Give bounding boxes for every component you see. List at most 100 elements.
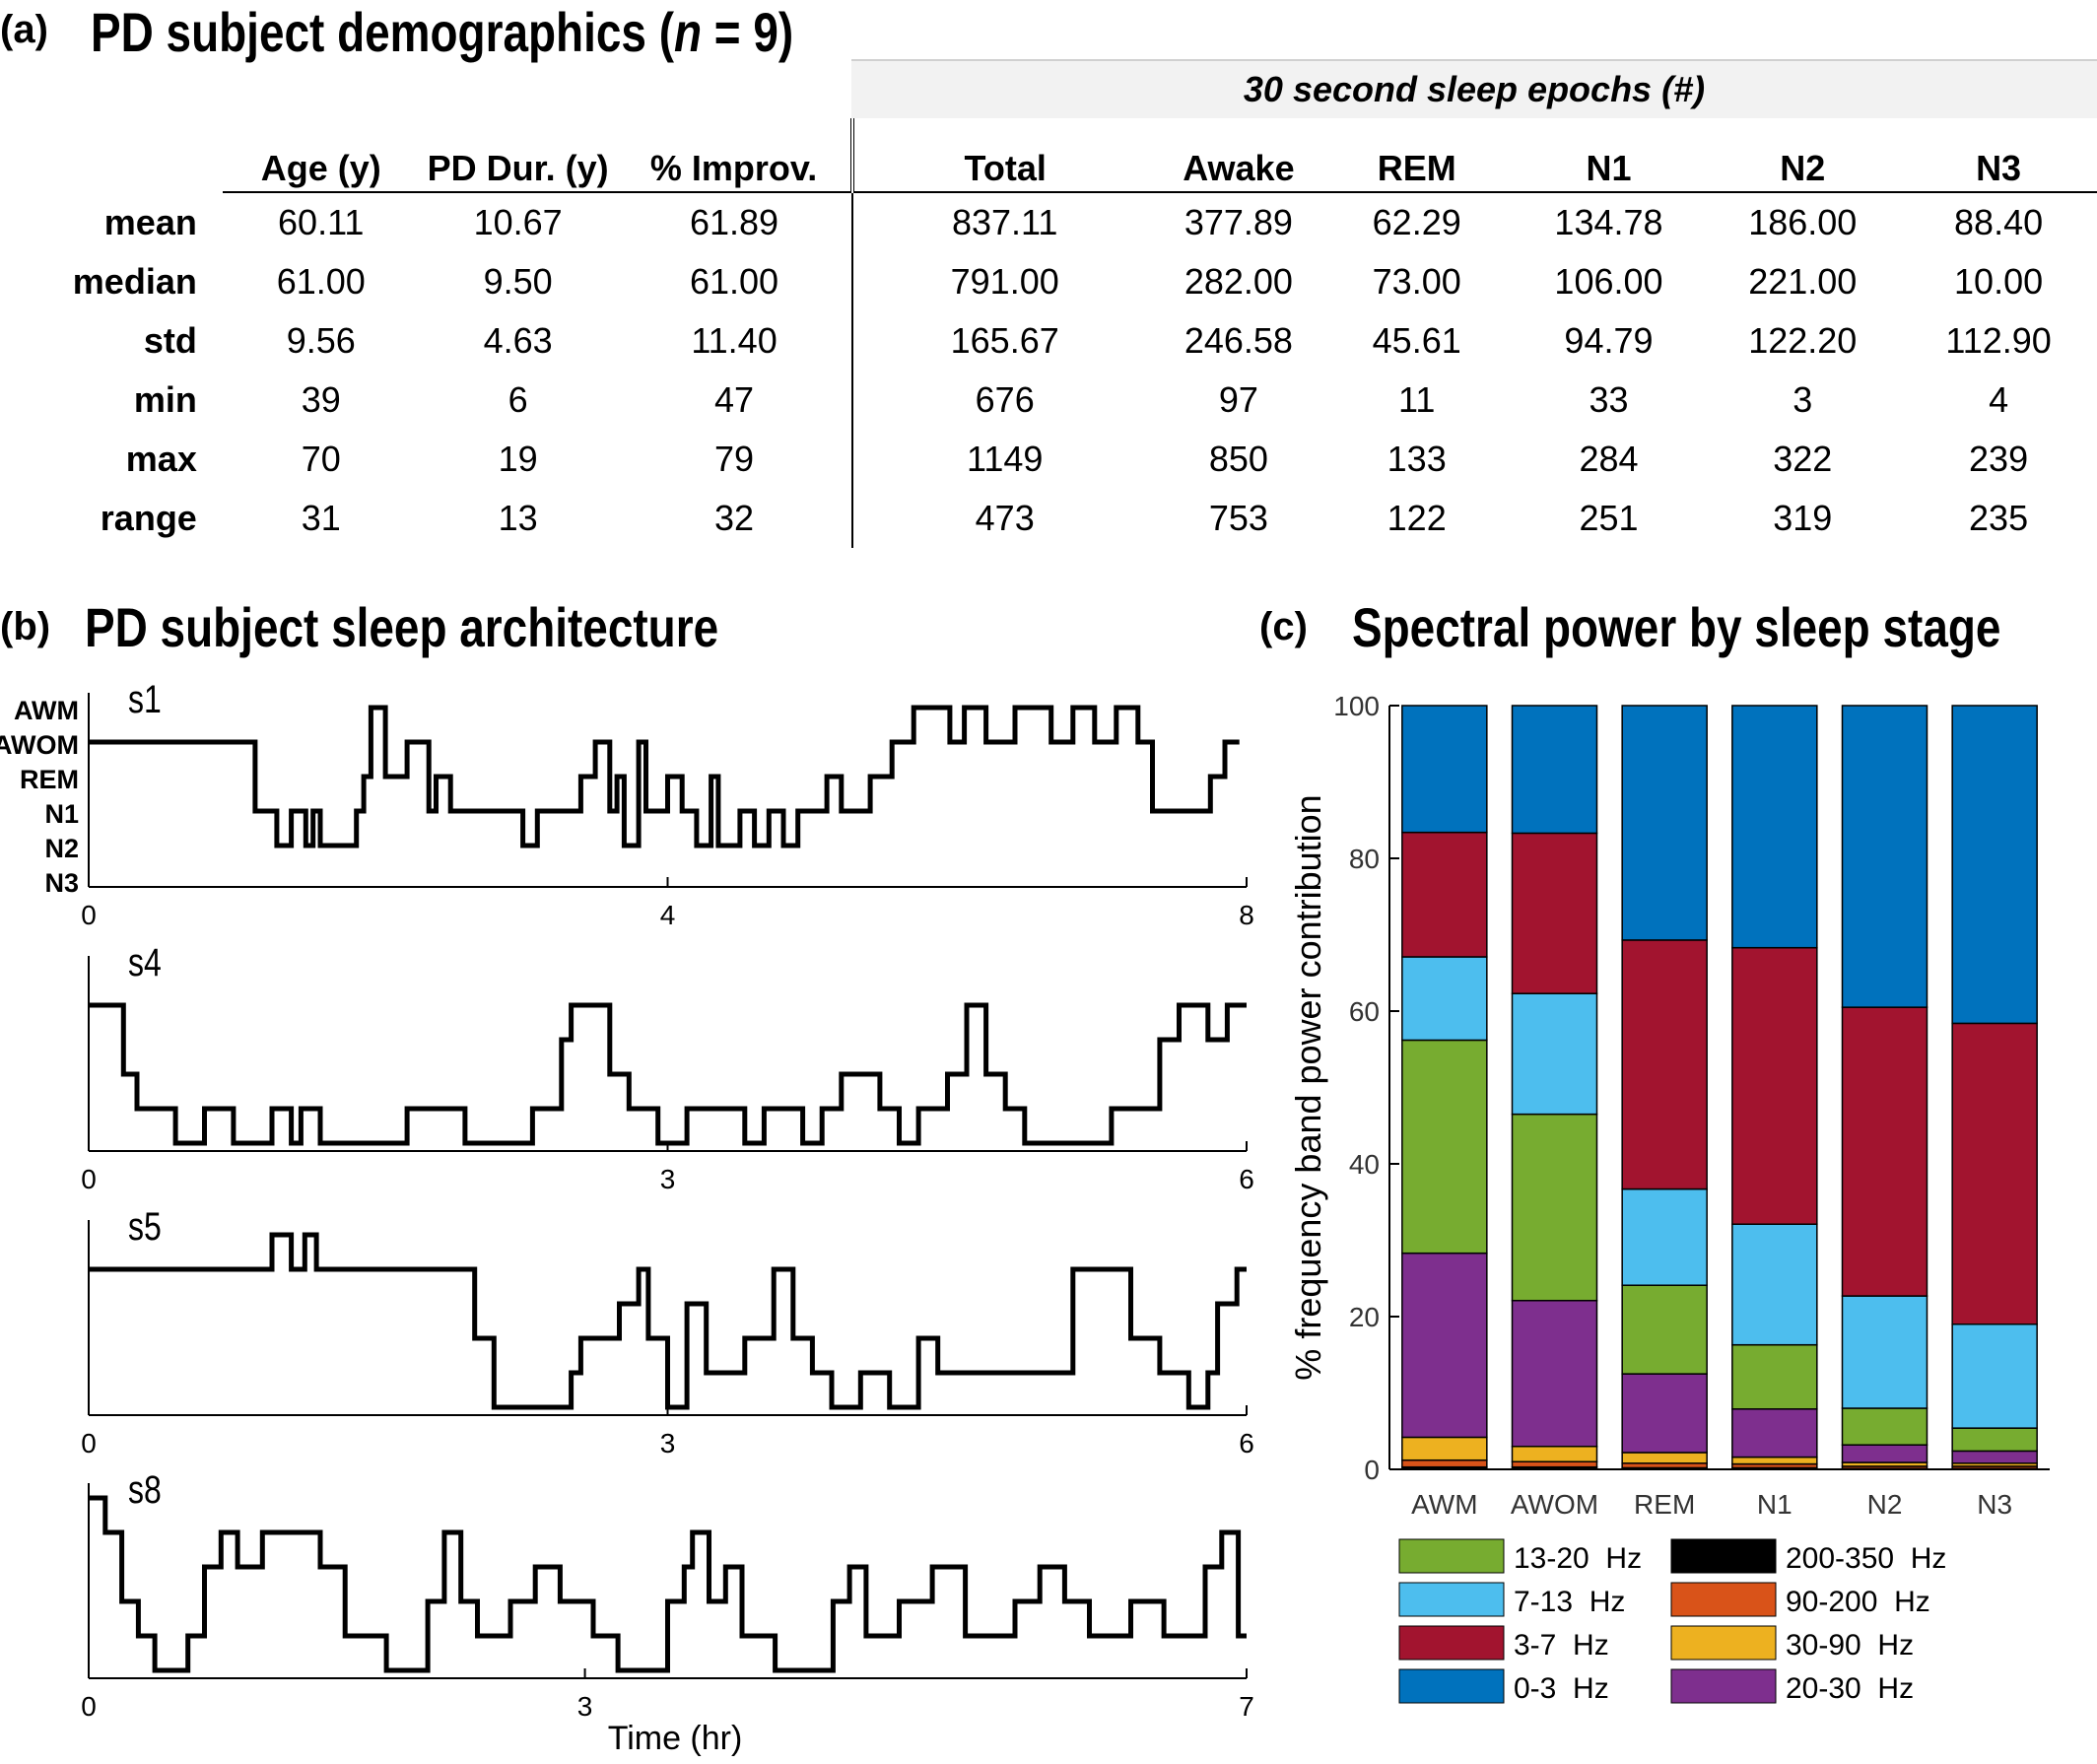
table-cell: 186.00 (1748, 202, 1858, 242)
x-tick-label: 0 (81, 900, 97, 930)
stage-label: AWOM (0, 730, 79, 760)
bar-segment (1841, 1006, 1928, 1297)
x-tick-label: 6 (1239, 1164, 1254, 1194)
bar-segment (1841, 1295, 1928, 1409)
y-axis-label: % frequency band power contribution (1288, 794, 1328, 1380)
legend-swatch (1398, 1668, 1505, 1704)
table-cell: 32 (714, 498, 755, 538)
bar-segment (1511, 1460, 1598, 1468)
panel-a-title-prefix: PD subject demographics ( (91, 1, 674, 63)
bar-segment (1841, 705, 1928, 1008)
bar-segment (1401, 956, 1488, 1042)
table-row: median 61.00 9.50 61.00 791.00 282.00 73.00 106… (10, 252, 2097, 311)
bar-segment (1621, 1284, 1708, 1375)
panel-a-title-suffix: = 9) (702, 1, 794, 63)
subject-label: s1 (128, 677, 162, 721)
bar-segment (1621, 705, 1708, 941)
table-stub-header (10, 118, 223, 192)
bar-segment (1401, 1436, 1488, 1461)
panel-a-letter: (a) (0, 8, 48, 51)
column-header: PD Dur. (y) (419, 118, 617, 193)
category-label: N2 (1867, 1489, 1903, 1520)
table-cell: 246.58 (1184, 320, 1293, 361)
table-cell: 4.63 (483, 320, 553, 361)
table-cell: 79 (714, 439, 755, 479)
table-cell: 6 (507, 379, 528, 420)
column-header: N2 (1705, 118, 1901, 193)
spectral-power-chart: 0 20 40 60 80 100 % frequency band power contr… (1288, 691, 2050, 1705)
row-label: max (125, 439, 197, 479)
table-cell: 9.50 (483, 261, 553, 302)
y-tick-label: 40 (1349, 1149, 1380, 1180)
bar-segment (1621, 1373, 1708, 1454)
table-cell: 60.11 (278, 202, 365, 242)
bar-segment (1951, 705, 2038, 1025)
table-cell: 850 (1208, 439, 1268, 479)
row-label: std (143, 320, 197, 361)
column-header: N1 (1512, 118, 1706, 193)
category-label: REM (1634, 1489, 1695, 1520)
row-label: median (72, 261, 197, 302)
table-cell: 97 (1218, 379, 1258, 420)
stage-label: REM (20, 765, 79, 794)
table-row: range 31 13 32 473 753 122 251 319 235 (10, 489, 2097, 548)
y-tick-label: 80 (1349, 844, 1380, 874)
legend-swatch (1670, 1625, 1777, 1661)
legend-label: 7-13 Hz (1514, 1586, 1625, 1618)
table-cell: 47 (714, 379, 755, 420)
x-tick-label: 7 (1239, 1691, 1254, 1722)
table-cell: 1149 (851, 430, 1156, 489)
x-tick-label: 0 (81, 1691, 97, 1722)
bar-segment (1401, 1459, 1488, 1468)
table-cell: 106.00 (1554, 261, 1663, 302)
x-tick-label: 4 (660, 900, 676, 930)
row-label: min (133, 379, 197, 420)
legend-label: 200-350 Hz (1786, 1542, 1946, 1575)
panel-a-title-n: n (673, 1, 703, 63)
legend-label: 90-200 Hz (1786, 1586, 1930, 1618)
column-header: Awake (1155, 118, 1321, 193)
table-cell: 473 (851, 489, 1156, 548)
table-cell: 322 (1773, 439, 1833, 479)
table-cell: 61.89 (689, 202, 779, 242)
sleep-stage-trace (89, 705, 1240, 848)
table-cell: 221.00 (1748, 261, 1858, 302)
column-header: % Improv. (616, 118, 853, 193)
x-tick-label: 3 (577, 1691, 593, 1722)
table-cell: 62.29 (1372, 202, 1461, 242)
table-cell: 61.00 (276, 261, 366, 302)
subject-label: s5 (128, 1204, 162, 1249)
bar-segment (1951, 1450, 2038, 1464)
category-label: N3 (1977, 1489, 2012, 1520)
legend-label: 3-7 Hz (1514, 1629, 1609, 1662)
bar-segment (1401, 1252, 1488, 1439)
panel-b-letter: (b) (0, 605, 51, 648)
bar-segment (1511, 1446, 1598, 1462)
panel-a-title: PD subject demographics (n = 9) (91, 0, 793, 64)
x-axis-label: Time (hr) (608, 1720, 743, 1757)
legend-swatch (1670, 1538, 1777, 1574)
bar-segment (1621, 939, 1708, 1190)
panel-b-title: PD subject sleep architecture (85, 596, 719, 658)
demographics-table: Age (y) PD Dur. (y) % Improv. Total Awak… (10, 118, 2097, 548)
row-label: mean (103, 201, 197, 242)
bar-segment (1401, 705, 1488, 834)
bar-segment (1511, 1299, 1598, 1448)
table-cell: 122.20 (1748, 320, 1858, 361)
bar-segment (1511, 832, 1598, 994)
bar-segment (1951, 1022, 2038, 1325)
table-cell: 319 (1773, 498, 1833, 538)
y-tick-label: 100 (1333, 691, 1380, 721)
table-cell: 61.00 (689, 261, 779, 302)
table-cell: 165.67 (851, 311, 1156, 371)
stage-label: N1 (44, 799, 79, 829)
table-cell: 45.61 (1372, 320, 1461, 361)
bar-segment (1731, 705, 1818, 949)
table-cell: 251 (1579, 498, 1639, 538)
category-label: N1 (1757, 1489, 1793, 1520)
table-body: mean 60.11 10.67 61.89 837.11 377.89 62.29 134.… (10, 192, 2097, 548)
bar-segment (1401, 831, 1488, 958)
stage-label: N3 (44, 868, 79, 898)
x-tick-label: 3 (660, 1164, 676, 1194)
legend-label: 0-3 Hz (1514, 1672, 1609, 1705)
